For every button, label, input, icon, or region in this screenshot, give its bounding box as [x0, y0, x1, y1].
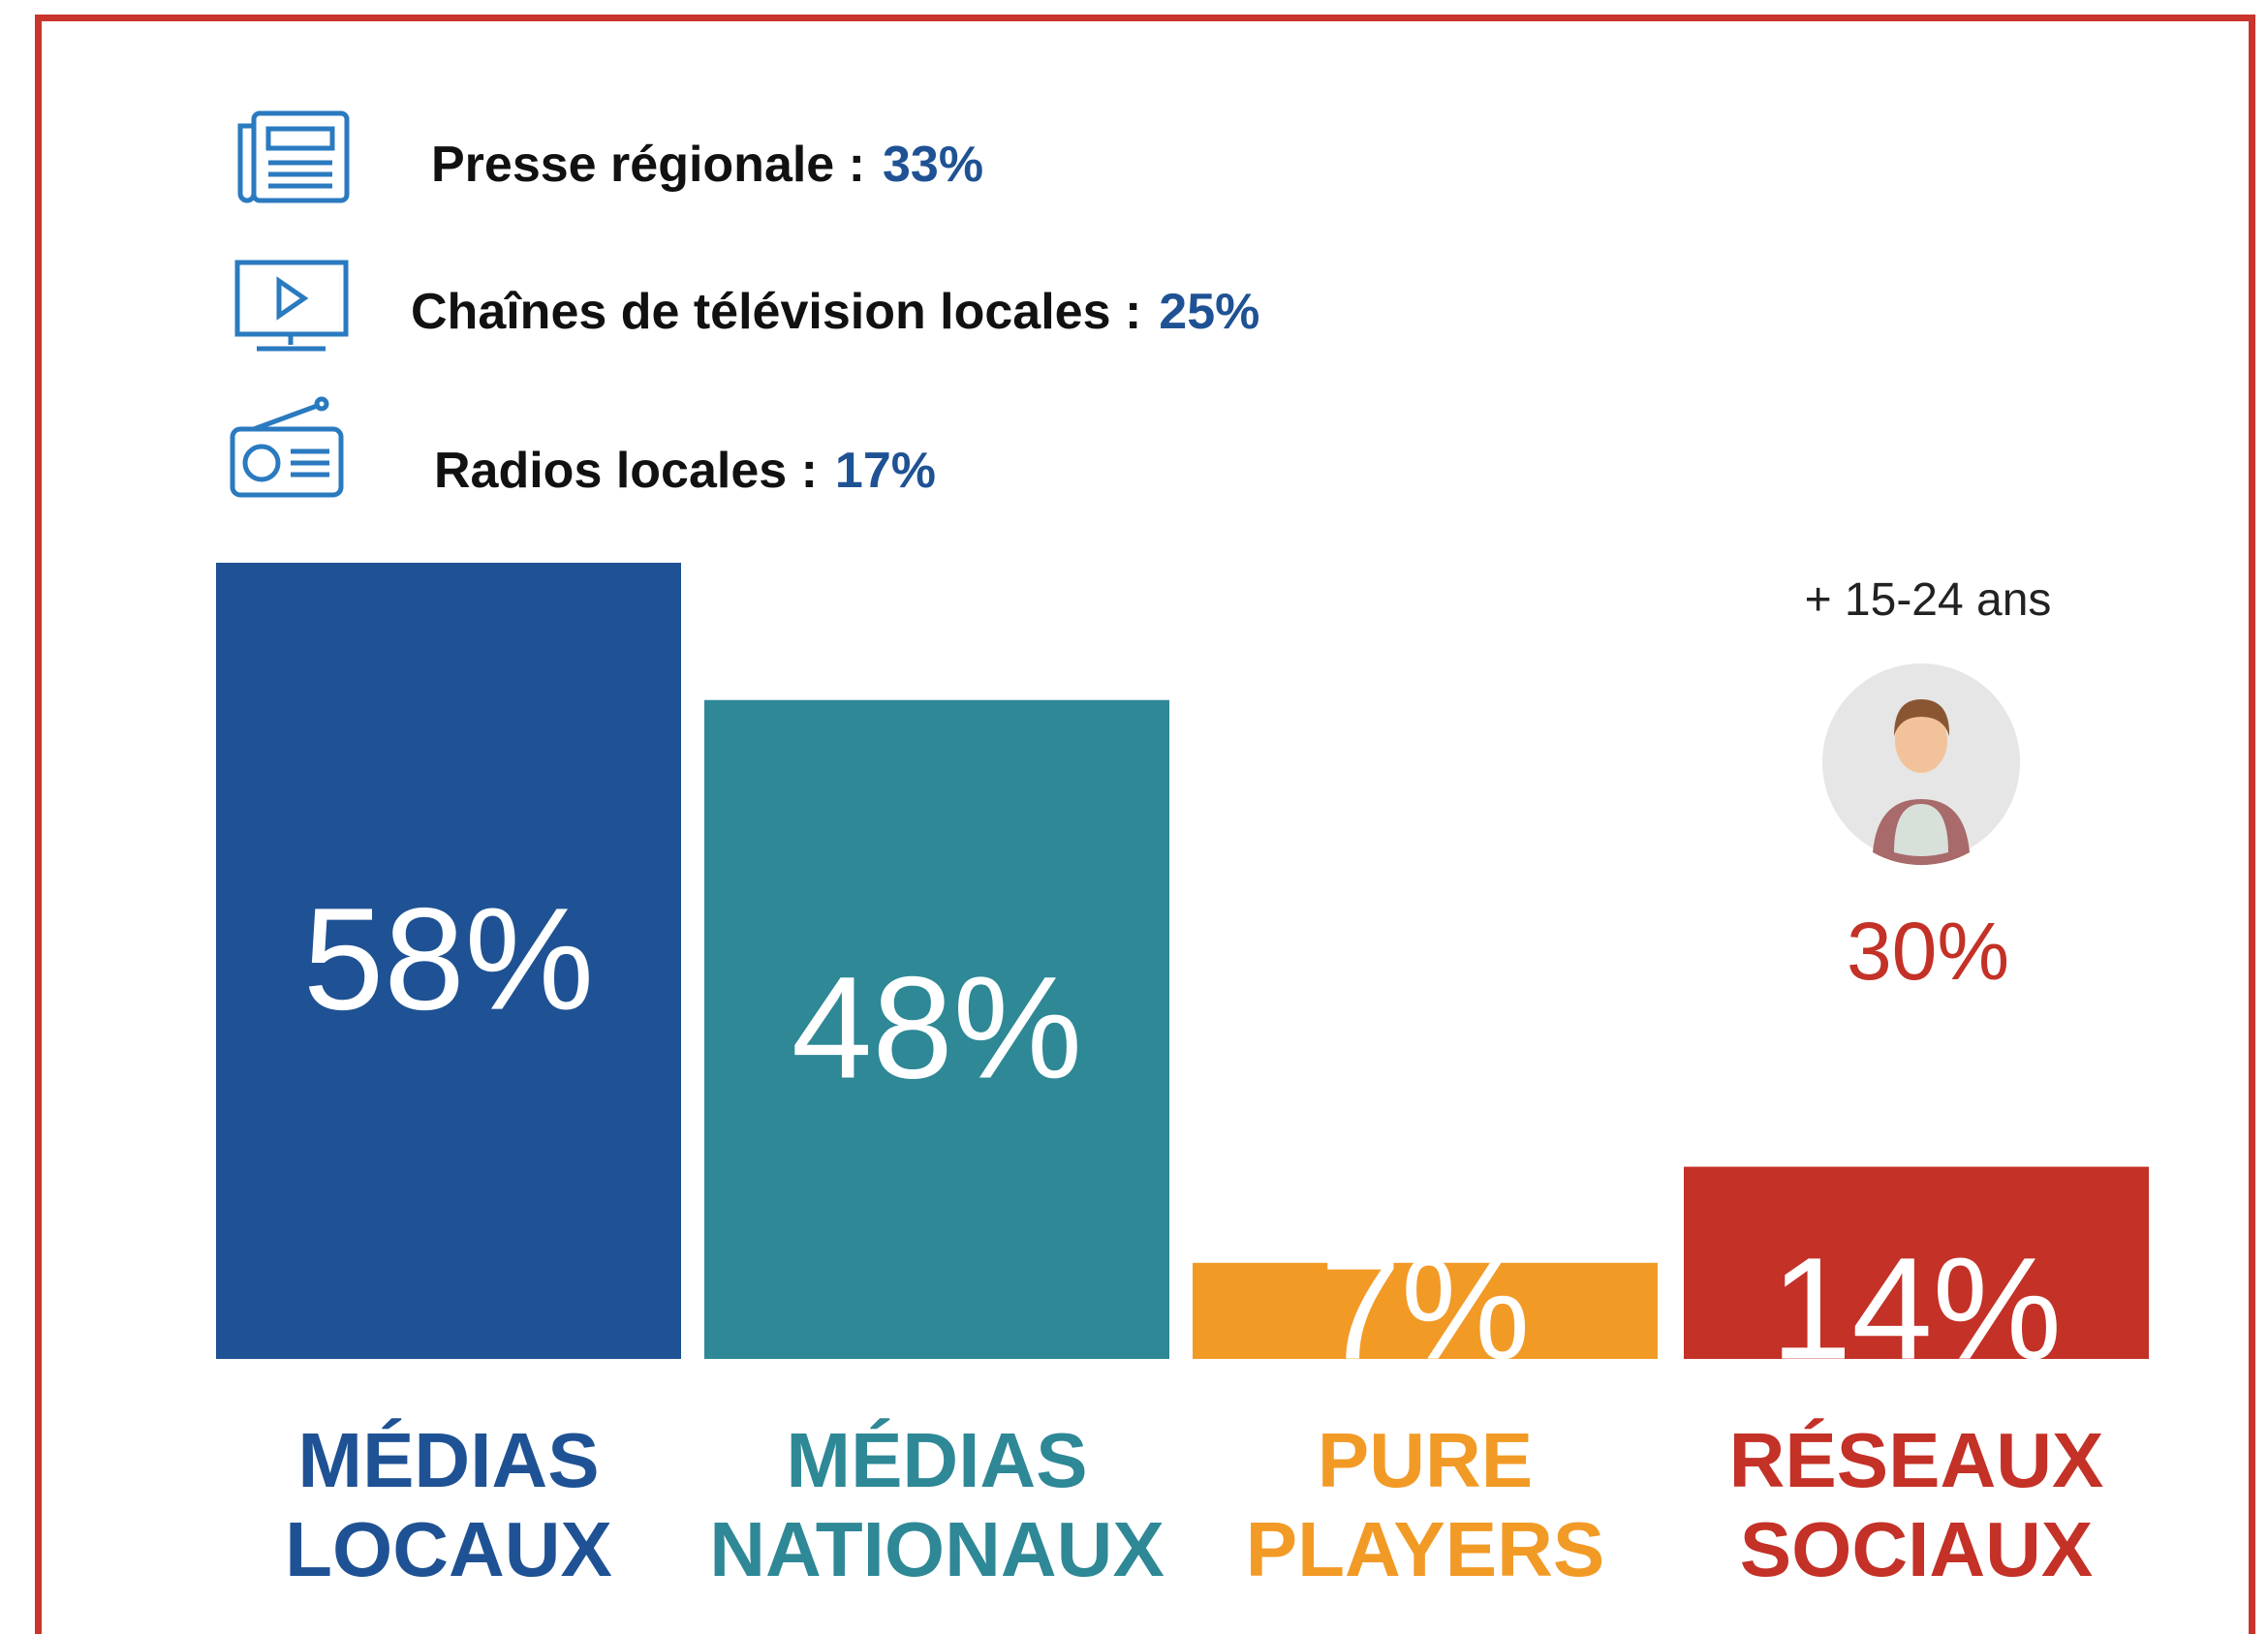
category-label: RÉSEAUX SOCIAUX: [1664, 1416, 2168, 1594]
value-label: 48%: [792, 945, 1082, 1108]
media-label: Presse régionale :: [431, 137, 865, 193]
media-value: 33%: [883, 137, 983, 193]
radio-icon: [233, 399, 341, 495]
category-label: PURE PLAYERS: [1173, 1416, 1677, 1594]
newspaper-icon: [240, 113, 347, 200]
annotation-text: + 15-24 ans: [1734, 573, 2122, 627]
infographic: 58% 48% 7% 14% Presse régionale : 33% Chaînes…: [0, 0, 2268, 1634]
media-item: Chaînes de télévision locales : 25%: [411, 283, 1259, 341]
value-label: 14%: [1771, 1227, 2062, 1390]
avatar-icon: [1822, 663, 2020, 865]
media-value: 25%: [1159, 284, 1259, 340]
media-value: 17%: [835, 443, 936, 499]
category-label: MÉDIAS NATIONAUX: [685, 1416, 1189, 1594]
category-label: MÉDIAS LOCAUX: [197, 1416, 700, 1594]
media-label: Chaînes de télévision locales :: [411, 284, 1141, 340]
media-label: Radios locales :: [434, 443, 818, 499]
chart: 58% 48% 7% 14%: [0, 0, 2268, 1634]
media-item: Radios locales : 17%: [434, 442, 936, 500]
value-label: 58%: [303, 878, 594, 1040]
tv-icon: [237, 262, 346, 349]
value-label: 7%: [1320, 1227, 1531, 1390]
media-item: Presse régionale : 33%: [431, 136, 983, 194]
annotation-value: 30%: [1734, 905, 2122, 999]
